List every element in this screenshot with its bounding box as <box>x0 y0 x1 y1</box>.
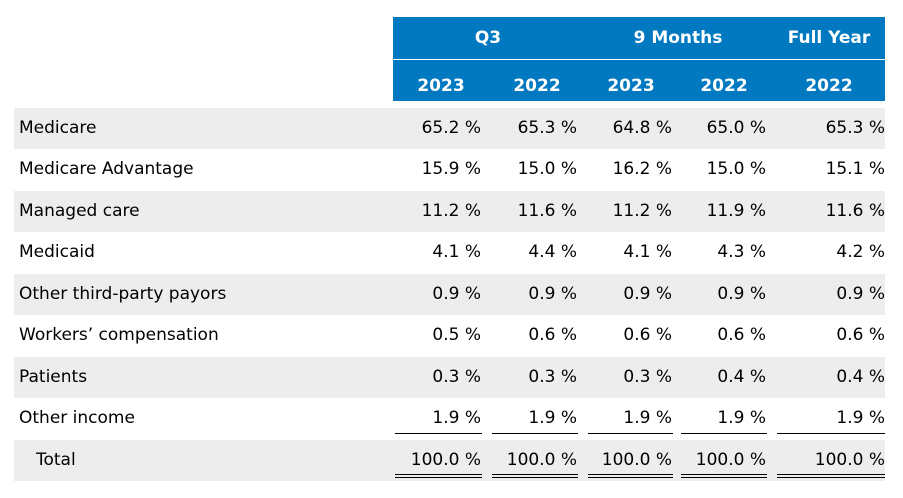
row-value: 4.2 % <box>836 242 885 262</box>
row-value: 15.1 % <box>825 159 885 179</box>
row-value: 11.6 % <box>517 201 577 221</box>
total-value: 100.0 % <box>695 450 766 470</box>
header-group-band <box>393 17 885 59</box>
row-label: Patients <box>19 367 88 387</box>
total-double-underline <box>681 477 767 478</box>
total-double-underline <box>681 474 767 475</box>
total-double-underline <box>777 474 885 475</box>
row-value: 65.2 % <box>421 118 481 138</box>
total-value: 100.0 % <box>506 450 577 470</box>
row-label: Other income <box>19 408 135 428</box>
row-value: 11.2 % <box>612 201 672 221</box>
subtotal-underline <box>681 433 767 434</box>
table-row: Other third-party payors 0.9 % 0.9 % 0.9 % 0… <box>14 274 885 315</box>
row-value: 11.9 % <box>706 201 766 221</box>
row-value: 0.5 % <box>432 325 481 345</box>
row-label: Medicaid <box>19 242 95 262</box>
header-year-fy-2022: 2022 <box>805 76 853 96</box>
header-group-q3: Q3 <box>474 28 502 48</box>
row-value: 4.4 % <box>528 242 577 262</box>
header-rule-full-year <box>773 59 885 60</box>
table-row: Managed care 11.2 % 11.6 % 11.2 % 11.9 % 11.6… <box>14 191 885 232</box>
header-year-band <box>393 60 885 101</box>
total-row: Total 100.0 % 100.0 % 100.0 % 100.0 % 100.0 % <box>14 440 885 481</box>
row-value: 0.9 % <box>623 284 672 304</box>
row-value: 11.6 % <box>825 201 885 221</box>
row-value: 0.9 % <box>432 284 481 304</box>
row-value: 0.4 % <box>717 367 766 387</box>
row-value: 15.9 % <box>421 159 481 179</box>
total-label: Total <box>36 450 76 470</box>
total-double-underline <box>492 474 578 475</box>
row-value: 1.9 % <box>836 408 885 428</box>
row-value: 16.2 % <box>612 159 672 179</box>
row-value: 15.0 % <box>706 159 766 179</box>
row-value: 0.6 % <box>717 325 766 345</box>
subtotal-underline <box>777 433 885 434</box>
table-row: Medicare Advantage 15.9 % 15.0 % 16.2 % 15.0… <box>14 149 885 190</box>
row-value: 0.6 % <box>623 325 672 345</box>
row-value: 4.3 % <box>717 242 766 262</box>
row-value: 1.9 % <box>432 408 481 428</box>
total-double-underline <box>777 477 885 478</box>
total-value: 100.0 % <box>814 450 885 470</box>
row-value: 0.9 % <box>836 284 885 304</box>
row-value: 0.6 % <box>836 325 885 345</box>
row-value: 0.3 % <box>623 367 672 387</box>
row-value: 0.4 % <box>836 367 885 387</box>
row-label: Managed care <box>19 201 140 221</box>
row-value: 64.8 % <box>612 118 672 138</box>
table-row: Patients 0.3 % 0.3 % 0.3 % 0.4 % 0.4 % <box>14 357 885 398</box>
row-value: 0.9 % <box>528 284 577 304</box>
total-value: 100.0 % <box>601 450 672 470</box>
row-value: 65.0 % <box>706 118 766 138</box>
row-label: Other third-party payors <box>19 284 227 304</box>
row-value: 4.1 % <box>623 242 672 262</box>
row-value: 65.3 % <box>825 118 885 138</box>
row-value: 1.9 % <box>717 408 766 428</box>
total-value: 100.0 % <box>410 450 481 470</box>
table-row: Workers’ compensation 0.5 % 0.6 % 0.6 % 0.6 … <box>14 315 885 356</box>
table-row: Other income 1.9 % 1.9 % 1.9 % 1.9 % 1.9 % <box>14 398 885 439</box>
row-value: 4.1 % <box>432 242 481 262</box>
total-double-underline <box>395 477 482 478</box>
total-double-underline <box>395 474 482 475</box>
row-value: 0.9 % <box>717 284 766 304</box>
row-value: 0.3 % <box>432 367 481 387</box>
header-group-9-months: 9 Months <box>633 28 723 48</box>
row-value: 0.6 % <box>528 325 577 345</box>
header-year-q3-2022: 2022 <box>513 76 561 96</box>
table-row: Medicaid 4.1 % 4.4 % 4.1 % 4.3 % 4.2 % <box>14 232 885 273</box>
row-value: 15.0 % <box>517 159 577 179</box>
header-rule-9-months <box>585 59 771 60</box>
total-double-underline <box>492 477 578 478</box>
row-label: Medicare Advantage <box>19 159 194 179</box>
header-rule-q3 <box>393 59 583 60</box>
row-value: 11.2 % <box>421 201 481 221</box>
total-double-underline <box>588 477 673 478</box>
subtotal-underline <box>588 433 673 434</box>
header-group-full-year: Full Year <box>787 28 871 48</box>
header-year-9m-2022: 2022 <box>700 76 748 96</box>
total-double-underline <box>588 474 673 475</box>
header-year-q3-2023: 2023 <box>417 76 465 96</box>
row-value: 1.9 % <box>623 408 672 428</box>
subtotal-underline <box>395 433 482 434</box>
table-row: Medicare 65.2 % 65.3 % 64.8 % 65.0 % 65.3 % <box>14 108 885 149</box>
row-value: 65.3 % <box>517 118 577 138</box>
subtotal-underline <box>492 433 578 434</box>
row-label: Workers’ compensation <box>19 325 219 345</box>
row-value: 1.9 % <box>528 408 577 428</box>
header-year-9m-2023: 2023 <box>607 76 655 96</box>
row-value: 0.3 % <box>528 367 577 387</box>
row-label: Medicare <box>19 118 97 138</box>
